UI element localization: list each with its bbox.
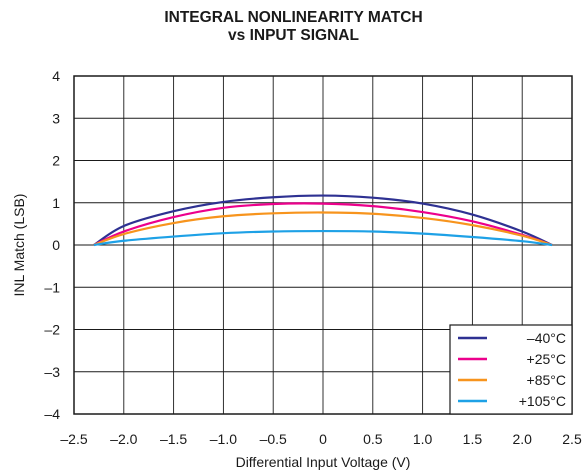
legend: –40°C +25°C +85°C +105°C (449, 324, 573, 415)
x-tick-labels: –2.5 –2.0 –1.5 –1.0 –0.5 0 0.5 1.0 1.5 2.0 2.5 (60, 431, 582, 447)
x-tick-label: –1.0 (210, 431, 237, 447)
chart-title-line-1: INTEGRAL NONLINEARITY MATCH (164, 9, 423, 26)
legend-label: –40°C (527, 330, 566, 346)
legend-label: +105°C (519, 393, 566, 409)
y-tick-label: 3 (52, 110, 60, 126)
series-line-1 (93, 194, 553, 247)
y-tick-label: 2 (52, 153, 60, 169)
y-tick-label: –3 (44, 364, 60, 380)
x-tick-label: 1.0 (413, 431, 433, 447)
x-tick-label: –2.5 (60, 431, 87, 447)
y-tick-label: 0 (52, 237, 60, 253)
x-tick-label: –0.5 (260, 431, 287, 447)
x-axis-label: Differential Input Voltage (V) (236, 454, 411, 470)
series-line-2 (93, 202, 553, 247)
x-tick-label: –2.0 (110, 431, 137, 447)
y-tick-label: 4 (52, 68, 60, 84)
y-tick-labels: –4 –3 –2 –1 0 1 2 3 4 (44, 68, 60, 422)
series-line-3 (93, 211, 553, 247)
x-tick-label: 0 (319, 431, 327, 447)
y-tick-label: –4 (44, 406, 60, 422)
series-lines (93, 194, 553, 247)
y-tick-label: 1 (52, 195, 60, 211)
series-line-4 (93, 229, 553, 247)
x-tick-label: 1.5 (463, 431, 483, 447)
chart-title-line-2: vs INPUT SIGNAL (228, 27, 359, 44)
y-tick-label: –2 (44, 322, 60, 338)
x-tick-label: 0.5 (363, 431, 383, 447)
legend-box (449, 324, 573, 415)
y-tick-label: –1 (44, 279, 60, 295)
x-tick-label: 2.5 (562, 431, 582, 447)
legend-label: +85°C (527, 372, 566, 388)
legend-label: +25°C (527, 351, 566, 367)
x-tick-label: –1.5 (160, 431, 187, 447)
plot-frame (73, 75, 573, 415)
x-tick-label: 2.0 (512, 431, 532, 447)
y-axis-label: INL Match (LSB) (11, 194, 27, 297)
